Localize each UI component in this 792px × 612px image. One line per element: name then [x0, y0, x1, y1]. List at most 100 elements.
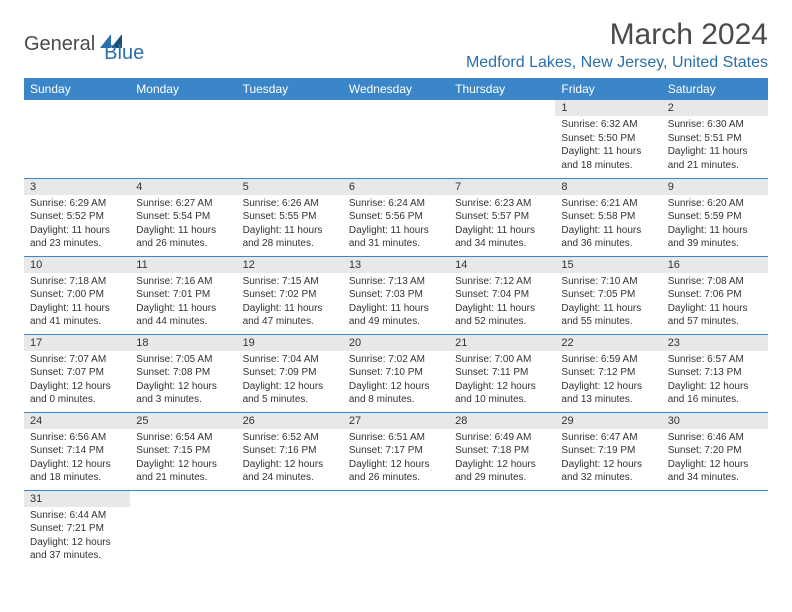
calendar-day-cell: 16Sunrise: 7:08 AMSunset: 7:06 PMDayligh…	[662, 256, 768, 334]
day-number: 23	[662, 335, 768, 351]
day-info: Sunrise: 7:02 AMSunset: 7:10 PMDaylight:…	[343, 351, 449, 411]
day-info: Sunrise: 6:30 AMSunset: 5:51 PMDaylight:…	[662, 116, 768, 176]
month-title: March 2024	[466, 18, 768, 52]
day-number: 13	[343, 257, 449, 273]
calendar-day-cell: 23Sunrise: 6:57 AMSunset: 7:13 PMDayligh…	[662, 334, 768, 412]
day-info: Sunrise: 6:24 AMSunset: 5:56 PMDaylight:…	[343, 195, 449, 255]
day-number: 22	[555, 335, 661, 351]
calendar-day-cell: 7Sunrise: 6:23 AMSunset: 5:57 PMDaylight…	[449, 178, 555, 256]
calendar-day-cell: 3Sunrise: 6:29 AMSunset: 5:52 PMDaylight…	[24, 178, 130, 256]
calendar-empty-cell	[343, 490, 449, 568]
day-number: 19	[237, 335, 343, 351]
calendar-empty-cell	[662, 490, 768, 568]
day-number: 30	[662, 413, 768, 429]
calendar-day-cell: 26Sunrise: 6:52 AMSunset: 7:16 PMDayligh…	[237, 412, 343, 490]
calendar-day-cell: 1Sunrise: 6:32 AMSunset: 5:50 PMDaylight…	[555, 100, 661, 178]
day-number: 31	[24, 491, 130, 507]
day-number: 29	[555, 413, 661, 429]
day-info: Sunrise: 6:59 AMSunset: 7:12 PMDaylight:…	[555, 351, 661, 411]
location-text: Medford Lakes, New Jersey, United States	[466, 54, 768, 72]
day-info: Sunrise: 7:15 AMSunset: 7:02 PMDaylight:…	[237, 273, 343, 333]
day-info: Sunrise: 6:47 AMSunset: 7:19 PMDaylight:…	[555, 429, 661, 489]
logo-text-general: General	[24, 33, 95, 56]
calendar-day-cell: 4Sunrise: 6:27 AMSunset: 5:54 PMDaylight…	[130, 178, 236, 256]
calendar-empty-cell	[24, 100, 130, 178]
day-info: Sunrise: 6:52 AMSunset: 7:16 PMDaylight:…	[237, 429, 343, 489]
calendar-empty-cell	[343, 100, 449, 178]
day-number: 6	[343, 179, 449, 195]
calendar-day-cell: 24Sunrise: 6:56 AMSunset: 7:14 PMDayligh…	[24, 412, 130, 490]
calendar-day-cell: 18Sunrise: 7:05 AMSunset: 7:08 PMDayligh…	[130, 334, 236, 412]
day-info: Sunrise: 6:57 AMSunset: 7:13 PMDaylight:…	[662, 351, 768, 411]
day-info: Sunrise: 6:27 AMSunset: 5:54 PMDaylight:…	[130, 195, 236, 255]
day-number: 2	[662, 100, 768, 116]
logo: General Blue	[24, 24, 144, 65]
calendar-empty-cell	[449, 490, 555, 568]
calendar-day-cell: 13Sunrise: 7:13 AMSunset: 7:03 PMDayligh…	[343, 256, 449, 334]
day-info: Sunrise: 7:04 AMSunset: 7:09 PMDaylight:…	[237, 351, 343, 411]
calendar-empty-cell	[449, 100, 555, 178]
calendar-day-cell: 9Sunrise: 6:20 AMSunset: 5:59 PMDaylight…	[662, 178, 768, 256]
calendar-empty-cell	[130, 490, 236, 568]
calendar-day-cell: 29Sunrise: 6:47 AMSunset: 7:19 PMDayligh…	[555, 412, 661, 490]
day-info: Sunrise: 6:44 AMSunset: 7:21 PMDaylight:…	[24, 507, 130, 567]
calendar-week-row: 17Sunrise: 7:07 AMSunset: 7:07 PMDayligh…	[24, 334, 768, 412]
day-number: 5	[237, 179, 343, 195]
calendar-week-row: 24Sunrise: 6:56 AMSunset: 7:14 PMDayligh…	[24, 412, 768, 490]
day-info: Sunrise: 7:18 AMSunset: 7:00 PMDaylight:…	[24, 273, 130, 333]
day-number: 15	[555, 257, 661, 273]
calendar-day-cell: 8Sunrise: 6:21 AMSunset: 5:58 PMDaylight…	[555, 178, 661, 256]
day-info: Sunrise: 6:29 AMSunset: 5:52 PMDaylight:…	[24, 195, 130, 255]
day-number: 24	[24, 413, 130, 429]
day-number: 16	[662, 257, 768, 273]
calendar-week-row: 31Sunrise: 6:44 AMSunset: 7:21 PMDayligh…	[24, 490, 768, 568]
day-number: 4	[130, 179, 236, 195]
day-info: Sunrise: 7:10 AMSunset: 7:05 PMDaylight:…	[555, 273, 661, 333]
header: General Blue March 2024 Medford Lakes, N…	[24, 18, 768, 72]
day-info: Sunrise: 7:00 AMSunset: 7:11 PMDaylight:…	[449, 351, 555, 411]
day-number: 11	[130, 257, 236, 273]
weekday-header: Thursday	[449, 78, 555, 100]
calendar-day-cell: 5Sunrise: 6:26 AMSunset: 5:55 PMDaylight…	[237, 178, 343, 256]
day-number: 27	[343, 413, 449, 429]
day-number: 21	[449, 335, 555, 351]
calendar-week-row: 3Sunrise: 6:29 AMSunset: 5:52 PMDaylight…	[24, 178, 768, 256]
calendar-empty-cell	[555, 490, 661, 568]
day-info: Sunrise: 7:08 AMSunset: 7:06 PMDaylight:…	[662, 273, 768, 333]
calendar-day-cell: 25Sunrise: 6:54 AMSunset: 7:15 PMDayligh…	[130, 412, 236, 490]
day-number: 10	[24, 257, 130, 273]
day-info: Sunrise: 6:51 AMSunset: 7:17 PMDaylight:…	[343, 429, 449, 489]
weekday-header-row: SundayMondayTuesdayWednesdayThursdayFrid…	[24, 78, 768, 100]
calendar-empty-cell	[237, 100, 343, 178]
day-info: Sunrise: 6:56 AMSunset: 7:14 PMDaylight:…	[24, 429, 130, 489]
calendar-week-row: 10Sunrise: 7:18 AMSunset: 7:00 PMDayligh…	[24, 256, 768, 334]
calendar-day-cell: 14Sunrise: 7:12 AMSunset: 7:04 PMDayligh…	[449, 256, 555, 334]
calendar-empty-cell	[130, 100, 236, 178]
day-info: Sunrise: 7:13 AMSunset: 7:03 PMDaylight:…	[343, 273, 449, 333]
weekday-header: Sunday	[24, 78, 130, 100]
calendar-day-cell: 27Sunrise: 6:51 AMSunset: 7:17 PMDayligh…	[343, 412, 449, 490]
calendar-day-cell: 17Sunrise: 7:07 AMSunset: 7:07 PMDayligh…	[24, 334, 130, 412]
calendar-day-cell: 28Sunrise: 6:49 AMSunset: 7:18 PMDayligh…	[449, 412, 555, 490]
calendar-day-cell: 20Sunrise: 7:02 AMSunset: 7:10 PMDayligh…	[343, 334, 449, 412]
day-number: 20	[343, 335, 449, 351]
calendar-day-cell: 2Sunrise: 6:30 AMSunset: 5:51 PMDaylight…	[662, 100, 768, 178]
calendar-day-cell: 31Sunrise: 6:44 AMSunset: 7:21 PMDayligh…	[24, 490, 130, 568]
day-info: Sunrise: 6:23 AMSunset: 5:57 PMDaylight:…	[449, 195, 555, 255]
weekday-header: Tuesday	[237, 78, 343, 100]
day-info: Sunrise: 6:46 AMSunset: 7:20 PMDaylight:…	[662, 429, 768, 489]
calendar-day-cell: 10Sunrise: 7:18 AMSunset: 7:00 PMDayligh…	[24, 256, 130, 334]
day-number: 28	[449, 413, 555, 429]
day-number: 17	[24, 335, 130, 351]
day-number: 3	[24, 179, 130, 195]
calendar-day-cell: 30Sunrise: 6:46 AMSunset: 7:20 PMDayligh…	[662, 412, 768, 490]
day-number: 8	[555, 179, 661, 195]
calendar-day-cell: 11Sunrise: 7:16 AMSunset: 7:01 PMDayligh…	[130, 256, 236, 334]
day-info: Sunrise: 6:21 AMSunset: 5:58 PMDaylight:…	[555, 195, 661, 255]
day-number: 9	[662, 179, 768, 195]
calendar-day-cell: 22Sunrise: 6:59 AMSunset: 7:12 PMDayligh…	[555, 334, 661, 412]
day-info: Sunrise: 6:54 AMSunset: 7:15 PMDaylight:…	[130, 429, 236, 489]
day-number: 12	[237, 257, 343, 273]
logo-text-blue: Blue	[104, 42, 144, 65]
day-number: 14	[449, 257, 555, 273]
